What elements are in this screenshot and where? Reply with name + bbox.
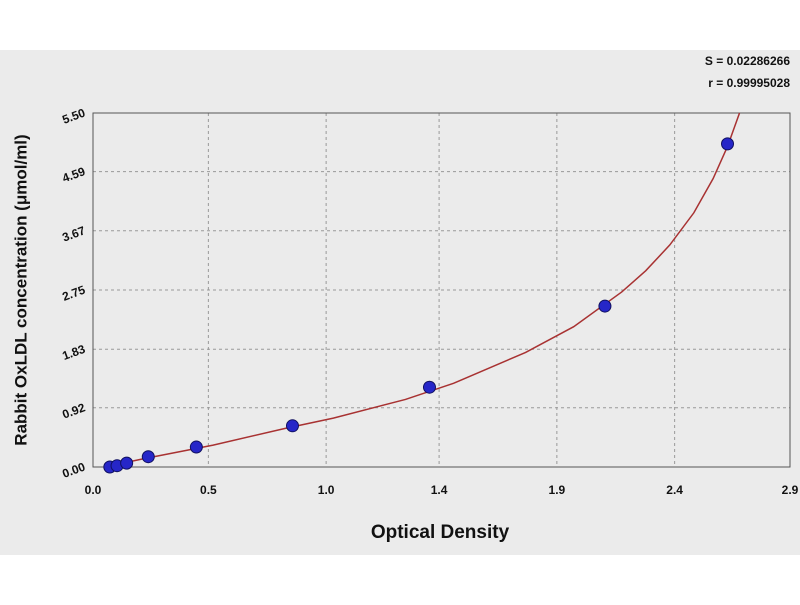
- x-tick-label: 0.0: [85, 483, 102, 497]
- data-point: [721, 137, 735, 151]
- data-point: [141, 450, 155, 464]
- x-tick-label: 2.4: [666, 483, 683, 497]
- data-point: [189, 440, 203, 454]
- x-tick-label: 1.4: [431, 483, 448, 497]
- x-tick-label: 1.9: [549, 483, 566, 497]
- annotation: r = 0.99995028: [708, 76, 790, 90]
- x-tick-label: 2.9: [782, 483, 799, 497]
- y-axis-label: Rabbit OxLDL concentration (μmol/ml): [11, 134, 30, 445]
- fit-curve: [104, 112, 741, 468]
- x-tick-label: 1.0: [318, 483, 335, 497]
- data-point: [598, 299, 612, 313]
- data-point: [120, 456, 134, 470]
- data-point: [422, 380, 436, 394]
- annotation: S = 0.02286266: [705, 54, 790, 68]
- x-tick-label: 0.5: [200, 483, 217, 497]
- data-point: [285, 419, 299, 433]
- x-axis-label: Optical Density: [371, 522, 510, 543]
- plot-border: [92, 112, 791, 468]
